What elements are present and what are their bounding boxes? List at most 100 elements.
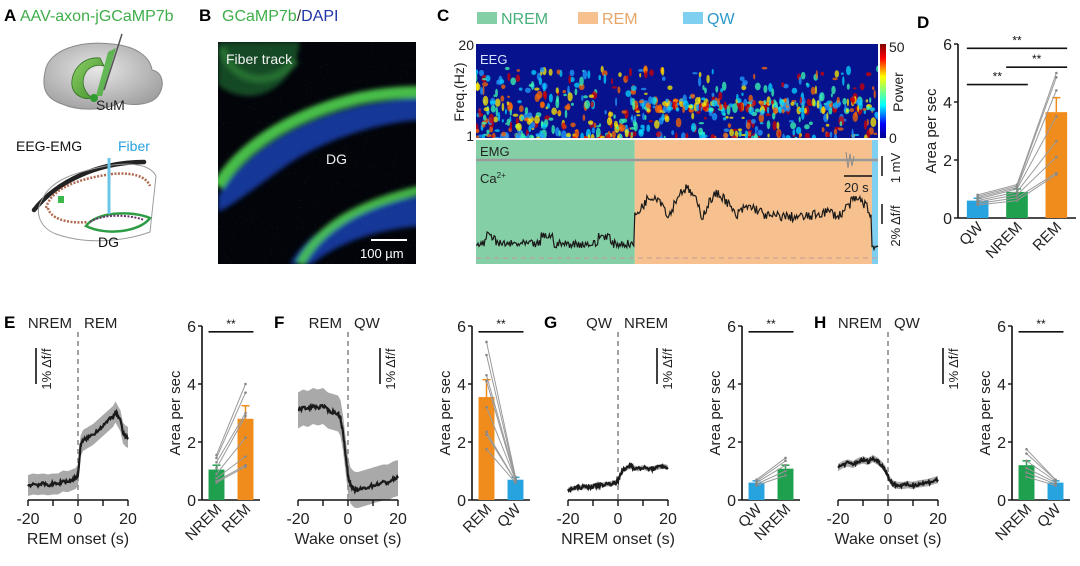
significance-label: **: [766, 317, 776, 331]
spectrogram-power-mark: [483, 114, 487, 121]
spectrogram-power-mark: [759, 100, 765, 107]
spectrogram-power-mark: [574, 88, 578, 96]
spectrogram-power-mark: [606, 117, 613, 126]
spectrogram-power-mark: [478, 107, 482, 118]
spectrogram-power-mark: [638, 100, 644, 104]
subject-line: [756, 460, 786, 482]
subject-point: [215, 476, 218, 480]
spectrogram-power-mark: [711, 99, 717, 107]
spectrogram-power-mark: [846, 65, 851, 76]
spectrogram-power-mark: [872, 86, 875, 90]
spectrogram-power-mark: [785, 135, 791, 138]
spectrogram-power-mark: [480, 86, 484, 95]
x-tick-label: -20: [16, 511, 39, 528]
subject-line: [1026, 476, 1056, 486]
bar-qw: [966, 200, 989, 218]
spectrogram-power-mark: [476, 135, 480, 138]
spectrogram-power-mark: [570, 102, 574, 106]
spectrogram-power-mark: [571, 136, 576, 138]
spectrogram-power-mark: [561, 130, 567, 138]
spectrogram-power-mark: [640, 87, 647, 91]
spectrogram-power-mark: [505, 66, 510, 71]
spectrogram-power-mark: [558, 130, 561, 137]
subject-point: [1055, 139, 1058, 143]
spectrogram-power-mark: [663, 135, 666, 138]
sum-projection: [96, 48, 116, 96]
subject-line: [1026, 467, 1056, 484]
spectrogram-power-mark: [783, 83, 789, 89]
spectrogram-power-mark: [593, 122, 597, 128]
spectrogram-power-mark: [548, 93, 553, 103]
spectrogram-power-mark: [748, 130, 753, 133]
spectrogram-power-mark: [604, 109, 607, 115]
y-tick-label: 0: [727, 493, 736, 510]
spectrogram-power-mark: [851, 128, 854, 137]
spectrogram-power-mark: [582, 114, 586, 121]
spectrogram-power-mark: [711, 92, 715, 97]
spectrogram-power-mark: [675, 107, 680, 112]
spectrogram-power-mark: [665, 98, 669, 103]
spectrogram-power-mark: [747, 130, 752, 137]
spectrogram-power-mark: [530, 121, 536, 129]
spectrogram-power-mark: [489, 126, 494, 133]
spectrogram-power-mark: [629, 68, 632, 77]
spectrogram-power-mark: [591, 127, 596, 134]
subject-line: [216, 456, 246, 479]
spectrogram-power-mark: [790, 122, 797, 130]
spectrogram-power-mark: [845, 109, 849, 113]
spectrogram-power-mark: [662, 76, 666, 81]
subject-point: [485, 340, 488, 344]
spectrogram-power-mark: [776, 121, 780, 130]
y-tick-label: 0: [187, 493, 196, 510]
spectrogram-power-mark: [720, 88, 723, 93]
spectrogram-power-mark: [694, 97, 701, 105]
spectrogram-power-mark: [811, 134, 816, 138]
spectrogram-power-mark: [743, 98, 748, 107]
spectrogram-power-mark: [736, 93, 739, 101]
spectrogram-power-mark: [613, 120, 618, 128]
spectrogram-power-mark: [748, 106, 754, 115]
spectrogram-power-mark: [688, 108, 695, 113]
y-tick-label: 4: [943, 95, 952, 112]
panel-letter-d: D: [917, 13, 929, 32]
spectrogram-power-mark: [582, 69, 588, 80]
spectrogram-power-mark: [832, 77, 838, 81]
spectrogram-power-mark: [535, 133, 541, 137]
subject-point: [976, 203, 979, 207]
spectrogram-power-mark: [675, 117, 682, 128]
bar-qw: [1047, 482, 1064, 500]
subject-point: [485, 379, 488, 383]
spectrogram-power-mark: [494, 98, 501, 107]
spectrogram-power-mark: [722, 117, 727, 121]
spectrogram-power-mark: [534, 115, 540, 124]
spectrogram-power-mark: [757, 129, 763, 136]
subject-point: [244, 455, 247, 458]
emg-label: EMG: [480, 144, 510, 159]
spectrogram-power-mark: [737, 100, 741, 104]
spectrogram-power-mark: [726, 105, 731, 115]
spectrogram-power-mark: [527, 133, 530, 138]
subject-line: [216, 466, 246, 484]
emg-scale-label: 1 mV: [888, 153, 903, 184]
spectrogram-power-mark: [803, 107, 808, 114]
mean-trace: [297, 402, 399, 495]
spectrogram-power-mark: [482, 85, 485, 96]
spectrogram-power-mark: [863, 120, 868, 130]
y-tick-label: 2: [187, 435, 196, 452]
mean-trace: [837, 455, 939, 490]
spectrogram-power-mark: [741, 92, 744, 97]
x-tick-label-qw: QW: [956, 218, 987, 249]
spectrogram-power-mark: [598, 75, 601, 81]
spectrogram-power-mark: [483, 107, 490, 112]
spectrogram-power-mark: [767, 106, 770, 115]
y-tick-label: 0: [943, 211, 952, 228]
subject-line: [216, 412, 246, 463]
spectrogram-power-mark: [708, 107, 714, 112]
subject-point: [244, 391, 247, 395]
spectrogram-power-mark: [753, 133, 759, 138]
spectrogram-power-mark: [820, 71, 825, 76]
spectrogram-power-mark: [779, 99, 784, 106]
spectrogram-power-mark: [584, 100, 591, 109]
spectrogram-power-mark: [555, 98, 560, 109]
